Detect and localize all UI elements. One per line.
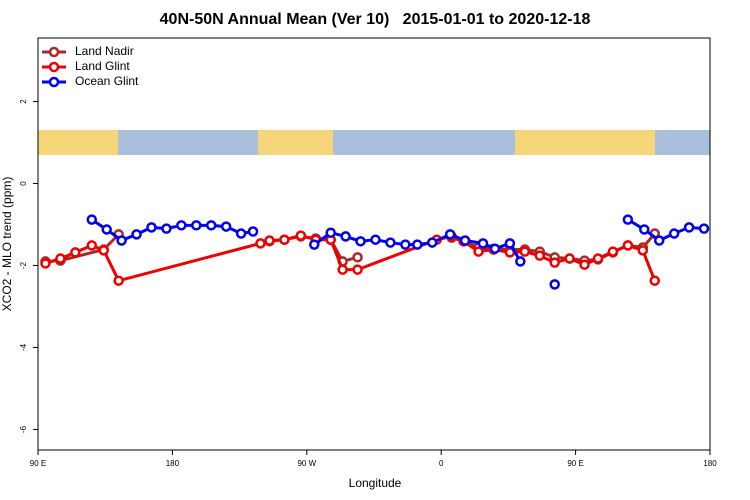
data-point	[352, 264, 363, 275]
legend-label: Ocean Glint	[75, 74, 139, 88]
data-point	[235, 228, 247, 239]
data-point	[264, 235, 275, 246]
data-point	[412, 239, 423, 250]
data-point	[459, 235, 471, 246]
data-point	[473, 246, 484, 257]
data-point	[295, 230, 307, 241]
x-tick-label: 90 W	[297, 459, 316, 468]
x-tick-label: 180	[703, 459, 717, 468]
data-point	[255, 238, 266, 249]
data-point	[70, 247, 81, 258]
data-point	[161, 223, 172, 234]
data-point	[309, 239, 320, 250]
data-point	[220, 221, 232, 232]
data-point	[101, 224, 112, 235]
data-point	[607, 246, 619, 257]
data-point	[146, 222, 157, 233]
y-tick-label: -6	[19, 425, 28, 433]
map-strip	[38, 130, 710, 155]
legend-label: Land Glint	[75, 59, 130, 73]
y-tick-label: -2	[19, 261, 28, 269]
data-point	[683, 222, 695, 233]
data-point	[637, 245, 649, 256]
data-point	[668, 228, 680, 239]
y-tick-label: -4	[19, 343, 28, 351]
data-point	[352, 252, 363, 263]
data-point	[579, 259, 590, 270]
data-point	[340, 231, 351, 242]
x-tick-label: 90 E	[567, 459, 583, 468]
data-point	[279, 234, 290, 245]
data-point	[400, 239, 411, 250]
data-point	[592, 253, 604, 264]
y-axis-label: XCO2 - MLO trend (ppm)	[0, 177, 14, 312]
data-point	[86, 214, 98, 225]
data-point	[549, 257, 560, 268]
legend-marker	[48, 61, 60, 73]
data-point	[247, 226, 259, 237]
data-point	[639, 224, 650, 235]
plot-frame	[37, 37, 711, 451]
legend-marker	[48, 76, 60, 88]
y-tick-label: 2	[19, 99, 28, 104]
data-point	[355, 236, 366, 247]
x-tick-label: 180	[166, 459, 180, 468]
data-point	[622, 240, 634, 251]
data-point	[489, 243, 501, 254]
data-point	[519, 246, 531, 257]
data-point	[504, 238, 516, 249]
chart-title: 40N-50N Annual Mean (Ver 10) 2015-01-01 …	[160, 11, 591, 28]
y-tick-label: 0	[19, 181, 28, 186]
data-point	[444, 229, 456, 240]
data-point	[55, 253, 66, 264]
data-point	[370, 234, 381, 245]
data-point	[649, 275, 660, 286]
data-point	[98, 245, 109, 256]
data-point	[549, 279, 560, 290]
data-point	[337, 264, 348, 275]
legend-marker	[48, 46, 60, 58]
data-point	[564, 253, 575, 264]
data-point	[131, 229, 142, 240]
data-point	[113, 275, 124, 286]
data-point	[86, 240, 98, 251]
data-point	[325, 227, 336, 238]
data-point	[426, 237, 438, 248]
x-tick-label: 90 E	[30, 459, 46, 468]
x-axis-label: Longitude	[349, 476, 402, 490]
data-point	[191, 220, 202, 231]
data-point	[515, 256, 526, 267]
data-point	[698, 223, 710, 234]
data-point	[477, 238, 489, 249]
legend-label: Land Nadir	[75, 44, 134, 58]
data-point	[116, 235, 127, 246]
data-point	[534, 250, 546, 261]
data-point	[622, 214, 634, 225]
data-point	[385, 237, 396, 248]
data-point	[40, 258, 51, 269]
data-point	[205, 220, 217, 231]
x-tick-label: 0	[439, 459, 444, 468]
data-point	[176, 220, 187, 231]
data-point	[653, 235, 665, 246]
